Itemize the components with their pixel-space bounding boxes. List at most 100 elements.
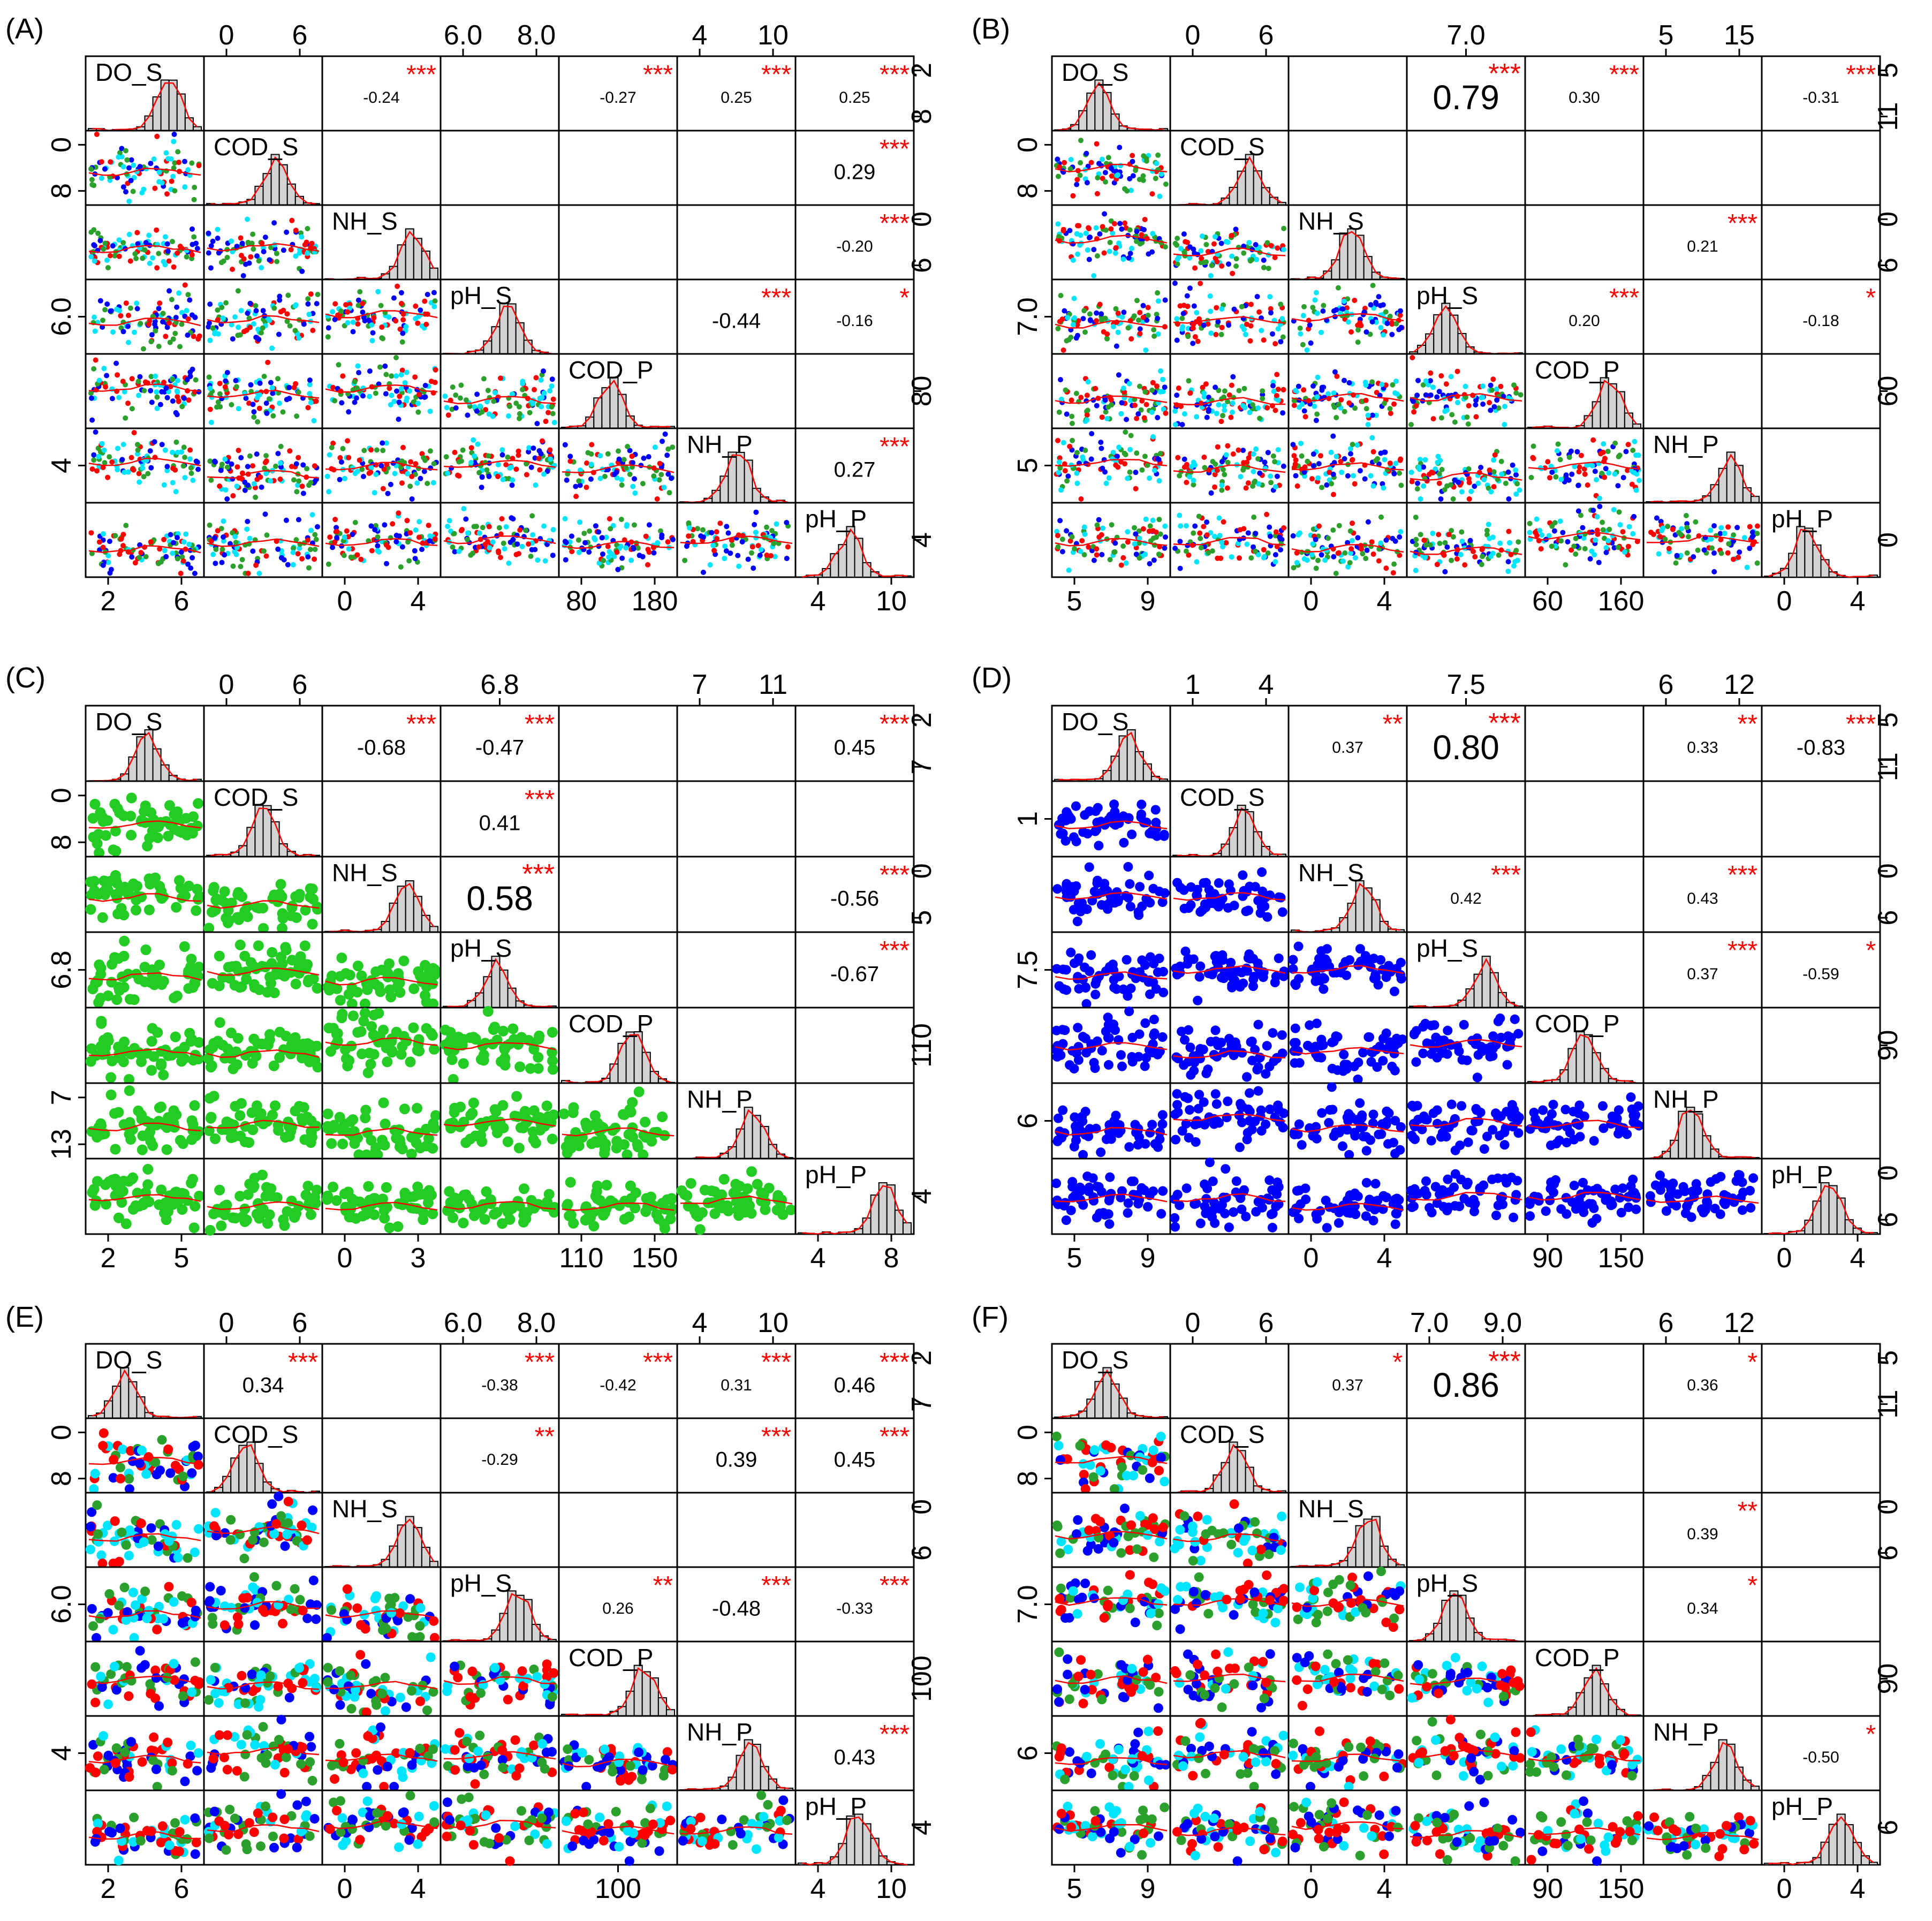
histogram-bar	[1609, 384, 1617, 428]
scatter-point	[1636, 478, 1642, 483]
scatter-point	[1160, 377, 1165, 382]
scatter-point	[326, 489, 331, 494]
scatter-point	[245, 311, 250, 316]
scatter-point	[1065, 315, 1070, 320]
scatter-point	[1511, 382, 1517, 388]
scatter-point	[351, 329, 356, 335]
scatter-point	[1096, 517, 1102, 523]
scatter-point	[1191, 478, 1196, 483]
scatter-point	[735, 553, 740, 558]
scatter-point	[94, 468, 100, 474]
scatter-point	[178, 571, 184, 576]
scatter-point	[1061, 347, 1066, 353]
histogram-bar	[430, 926, 438, 932]
scatter-point	[98, 298, 103, 304]
scatter-point	[1260, 388, 1265, 394]
scatter-point	[231, 961, 241, 972]
scatter-point	[1416, 465, 1422, 470]
scatter-point	[1368, 302, 1374, 307]
scatter-point	[1348, 546, 1354, 551]
scatter-point	[108, 570, 113, 576]
scatter-point	[619, 482, 625, 488]
scatter-point	[418, 476, 423, 481]
scatter-point	[1130, 159, 1135, 164]
scatter-point	[502, 546, 507, 551]
cell-frame	[677, 857, 795, 932]
scatter-point	[1093, 386, 1098, 391]
scatter-point	[645, 562, 650, 568]
correlation-value: -0.68	[357, 736, 406, 760]
scatter-point	[101, 246, 106, 252]
scatter-point	[389, 373, 394, 379]
scatter-point	[1217, 516, 1222, 521]
scatter-point	[291, 477, 297, 482]
scatter-point	[589, 442, 594, 448]
scatter-point	[195, 246, 200, 251]
cell-frame	[441, 56, 559, 131]
scatter-point	[287, 448, 292, 453]
scatter-point	[1272, 559, 1278, 564]
scatter-point	[1137, 555, 1142, 561]
scatter-point	[207, 523, 213, 528]
scatter-point	[1079, 538, 1085, 543]
scatter-point	[474, 391, 480, 397]
scatter-point	[141, 388, 147, 394]
scatter-point	[1249, 257, 1254, 262]
scatter-point	[1178, 566, 1183, 571]
scatter-point	[221, 315, 226, 321]
scatter-point	[102, 815, 113, 826]
scatter-point	[1531, 456, 1536, 461]
scatter-point	[250, 548, 255, 554]
scatter-point	[181, 444, 187, 450]
scatter-point	[1228, 415, 1233, 420]
scatter-point	[452, 531, 457, 536]
scatter-point	[1150, 434, 1156, 440]
scatter-point	[1458, 552, 1464, 557]
scatter-point	[1494, 397, 1499, 403]
scatter-point	[1132, 541, 1138, 547]
scatter-point	[326, 562, 331, 567]
scatter-point	[1480, 395, 1485, 400]
scatter-point	[1491, 404, 1497, 410]
scatter-point	[187, 456, 193, 462]
scatter-point	[1388, 460, 1393, 466]
scatter-point	[1112, 221, 1117, 226]
scatter-point	[586, 549, 592, 555]
scatter-point	[397, 394, 402, 399]
scatter-point	[191, 905, 201, 916]
scatter-point	[109, 952, 120, 963]
scatter-point	[217, 381, 223, 386]
scatter-point	[358, 557, 363, 562]
scatter-point	[170, 239, 175, 244]
scatter-point	[759, 547, 764, 553]
scatter-point	[1132, 525, 1137, 531]
scatter-point	[305, 538, 310, 543]
scatter-point	[601, 558, 606, 563]
scatter-point	[97, 912, 108, 923]
scatter-point	[1352, 481, 1358, 487]
scatter-point	[458, 383, 464, 388]
scatter-point	[1656, 551, 1662, 557]
scatter-point	[624, 524, 630, 529]
scatter-point	[1075, 333, 1080, 338]
scatter-point	[1553, 474, 1558, 480]
scatter-point	[193, 894, 203, 905]
scatter-point	[304, 974, 314, 985]
cell-r2-c0	[1052, 205, 1170, 279]
scatter-point	[1158, 389, 1163, 395]
scatter-point	[1116, 445, 1122, 450]
scatter-point	[166, 321, 172, 326]
cell-frame	[559, 781, 677, 857]
scatter-point	[1622, 549, 1627, 555]
scatter-point	[1098, 446, 1104, 451]
histogram-bar	[145, 116, 153, 131]
scatter-point	[637, 553, 642, 558]
scatter-point	[368, 447, 374, 452]
scatter-point	[1616, 454, 1622, 459]
correlation-value: -0.31	[1802, 89, 1839, 107]
scatter-point	[210, 895, 221, 905]
scatter-point	[182, 159, 187, 164]
scatter-point	[1601, 450, 1606, 455]
scatter-point	[1452, 419, 1458, 425]
scatter-point	[1097, 302, 1103, 307]
